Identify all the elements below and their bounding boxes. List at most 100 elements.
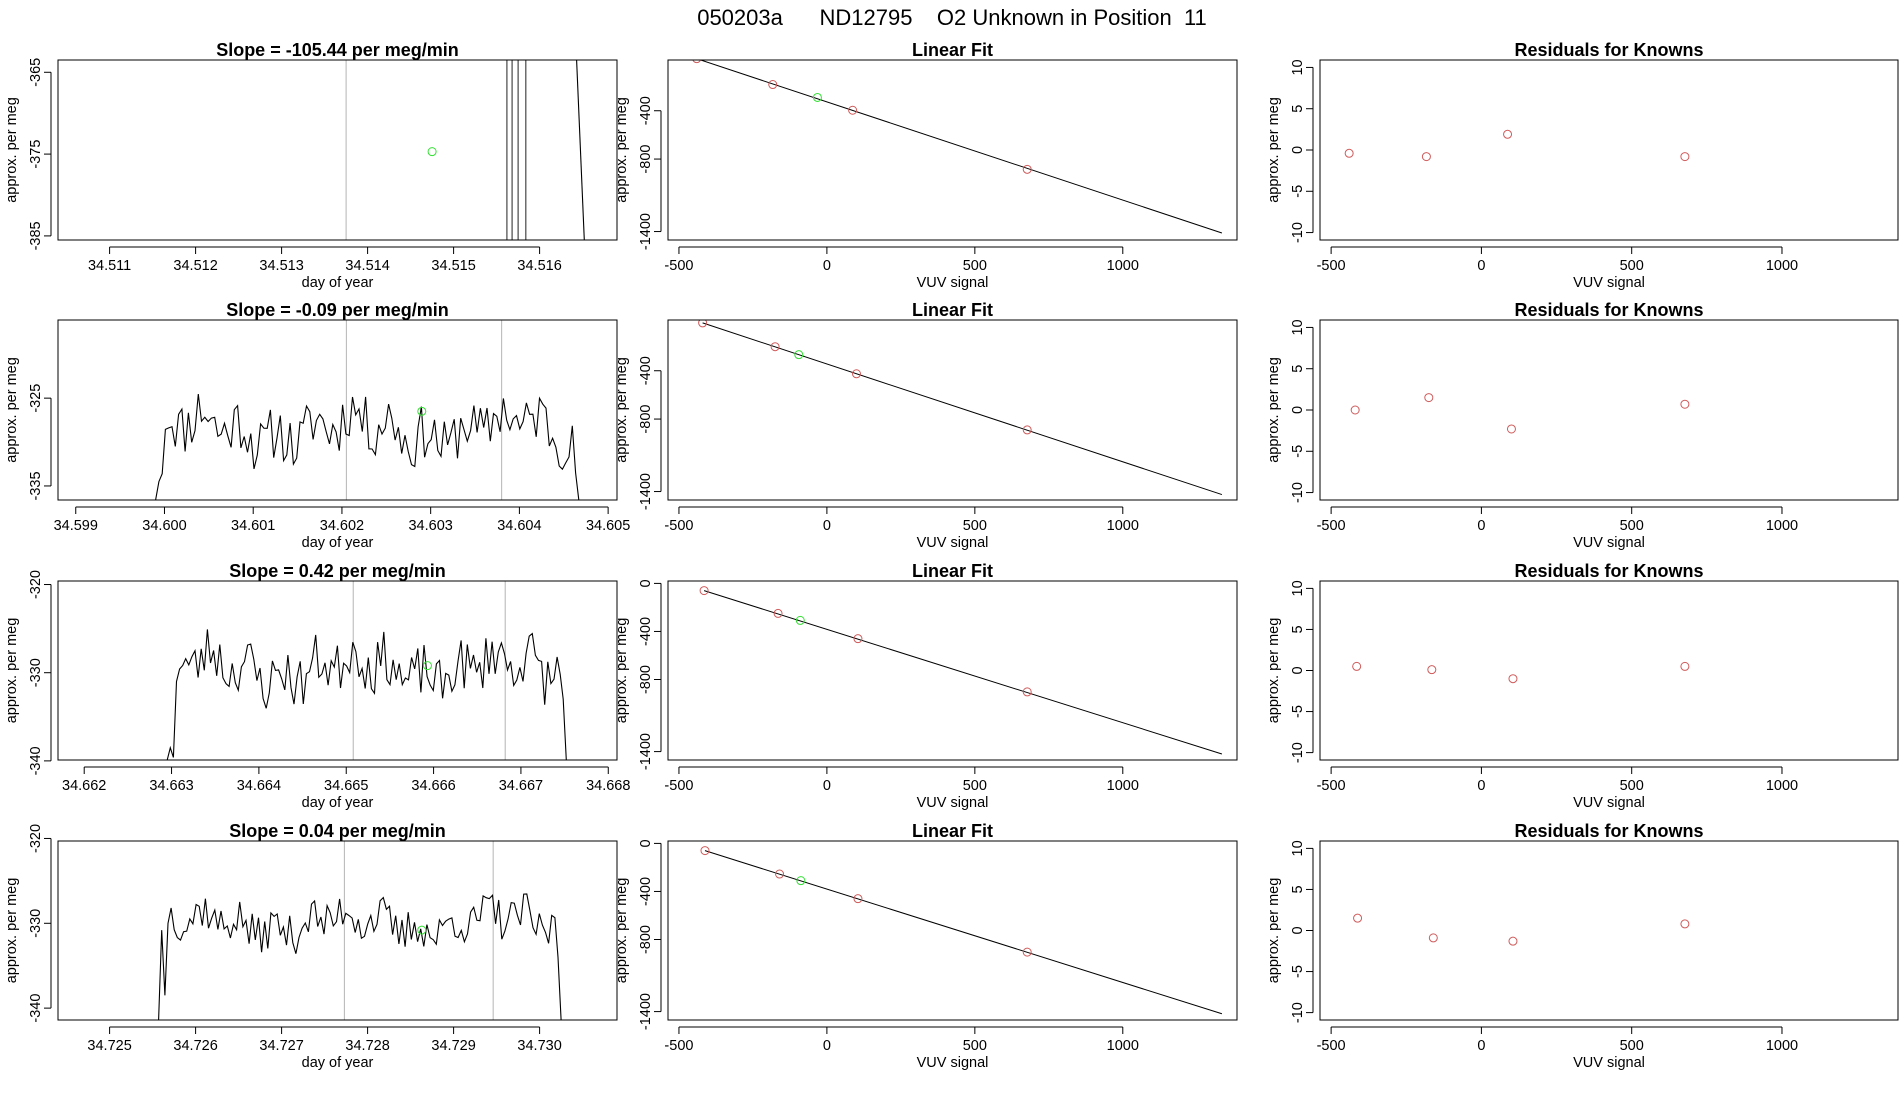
y-tick-label: 5 [1290, 105, 1306, 113]
known-point [1680, 919, 1690, 929]
x-tick-label: 1000 [1107, 258, 1139, 274]
unknown-point [417, 925, 427, 935]
plot-area [692, 60, 1223, 234]
x-tick-label: -500 [664, 258, 693, 274]
x-tick-label: 500 [1620, 778, 1644, 794]
panel-title: Linear Fit [912, 821, 993, 841]
known-point [848, 105, 858, 115]
known-point [1428, 933, 1438, 943]
x-tick-label: 34.664 [237, 778, 281, 794]
x-tick-label: 34.514 [345, 258, 389, 274]
x-tick-label: 1000 [1107, 1038, 1139, 1054]
x-tick-label: 34.600 [142, 518, 186, 534]
x-tick-label: 34.725 [87, 1038, 131, 1054]
y-tick-label: -10 [1290, 482, 1306, 503]
x-axis-label: VUV signal [1573, 275, 1645, 291]
x-tick-label: 34.662 [62, 778, 106, 794]
series-trace [158, 893, 562, 1020]
x-tick-label: 0 [1477, 258, 1485, 274]
known-point [1424, 393, 1434, 403]
x-tick-label: 500 [963, 778, 987, 794]
known-point [1344, 148, 1354, 158]
x-tick-label: 34.516 [517, 258, 561, 274]
plot-frame [57, 59, 618, 241]
panel-title: Slope = -0.09 per meg/min [226, 300, 449, 320]
known-point [773, 608, 783, 618]
y-tick-label: -400 [638, 617, 654, 646]
x-tick-label: 0 [1477, 518, 1485, 534]
x-axis-label: VUV signal [917, 535, 989, 551]
x-tick-label: 500 [1620, 518, 1644, 534]
x-tick-label: 0 [823, 1038, 831, 1054]
known-point [700, 846, 710, 856]
x-tick-label: 34.604 [497, 518, 541, 534]
panel-title: Slope = -105.44 per meg/min [216, 40, 459, 60]
y-tick-label: -375 [28, 140, 44, 169]
x-axis-label: day of year [302, 535, 374, 551]
x-tick-label: 34.605 [586, 518, 630, 534]
plot-area [1350, 393, 1690, 434]
unknown-point [427, 147, 437, 157]
y-axis-label: approx. per meg [4, 878, 20, 984]
y-tick-label: -10 [1290, 1002, 1306, 1023]
y-tick-label: 0 [638, 839, 654, 847]
y-tick-label: -330 [28, 909, 44, 938]
x-axis-label: day of year [302, 275, 374, 291]
fit-line [704, 850, 1223, 1015]
panel-title: Residuals for Knowns [1514, 561, 1703, 581]
y-axis-label: approx. per meg [614, 97, 630, 203]
x-tick-label: 34.511 [88, 258, 131, 274]
known-point [1680, 661, 1690, 671]
unknown-point [794, 350, 804, 360]
x-tick-label: 34.726 [173, 1038, 217, 1054]
x-axis-label: day of year [302, 795, 374, 811]
y-tick-label: 0 [1290, 926, 1306, 934]
known-point [853, 894, 863, 904]
figure-main-title: 050203a ND12795 O2 Unknown in Position 1… [697, 5, 1207, 30]
known-point [775, 869, 785, 879]
series-trace [576, 60, 585, 240]
panel-title: Linear Fit [912, 40, 993, 60]
unknown-point [417, 406, 427, 416]
y-axis-label: approx. per meg [614, 618, 630, 724]
panel-r4-c3: -500 0 500 1000 VUV signal 10 5 0 -5 -10 approx. p… [1266, 821, 1899, 1071]
plot-frame [1319, 319, 1899, 501]
y-tick-label: 10 [1290, 319, 1306, 335]
known-point [1508, 936, 1518, 946]
unknown-point [422, 661, 432, 671]
x-tick-label: 500 [963, 518, 987, 534]
y-axis-label: approx. per meg [1266, 97, 1282, 203]
y-tick-label: 5 [1290, 885, 1306, 893]
plot-area [1353, 913, 1690, 946]
y-tick-label: -340 [28, 746, 44, 775]
x-tick-label: 500 [963, 258, 987, 274]
y-tick-label: -1400 [638, 993, 654, 1030]
known-point [1427, 665, 1437, 675]
x-tick-label: 34.512 [173, 258, 217, 274]
unknown-point [812, 92, 822, 102]
x-tick-label: -500 [664, 778, 693, 794]
plot-area [700, 846, 1223, 1015]
y-axis-label: approx. per meg [614, 878, 630, 984]
x-tick-label: 34.668 [586, 778, 630, 794]
y-tick-label: -325 [28, 384, 44, 413]
plot-frame [1319, 580, 1899, 761]
known-point [1022, 947, 1032, 957]
x-axis-label: VUV signal [1573, 1055, 1645, 1071]
panel-r1-c1: 34.511 34.512 34.513 34.514 34.515 34.516 day … [4, 40, 618, 291]
panel-r2-c1: 34.599 34.600 34.601 34.602 34.603 34.604 34.6… [4, 300, 630, 551]
series-trace [155, 394, 580, 500]
x-tick-label: 34.727 [259, 1038, 303, 1054]
x-tick-label: 34.599 [54, 518, 98, 534]
y-tick-label: -5 [1290, 705, 1306, 718]
panel-title: Residuals for Knowns [1514, 40, 1703, 60]
y-tick-label: -800 [638, 405, 654, 434]
y-tick-label: -10 [1290, 742, 1306, 763]
known-point [1680, 399, 1690, 409]
fit-line [699, 60, 1223, 234]
y-tick-label: -400 [638, 96, 654, 125]
panel-r2-c2: -500 0 500 1000 VUV signal -400 -800 -1400 appro… [614, 300, 1238, 551]
x-tick-label: -500 [1317, 518, 1346, 534]
y-tick-label: -385 [28, 221, 44, 250]
